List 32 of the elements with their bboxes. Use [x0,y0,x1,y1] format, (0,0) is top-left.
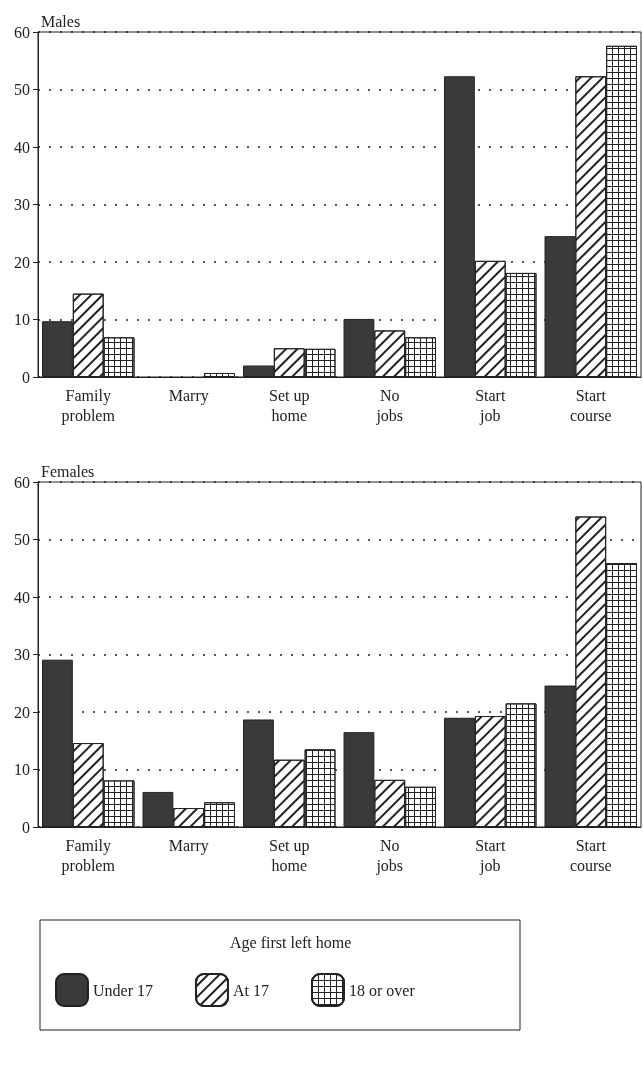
y-tick-label: 10 [14,311,30,328]
y-tick-label: 30 [14,196,30,213]
x-tick-label: Set up home [269,386,310,424]
y-tick-label: 60 [14,473,30,491]
y-tick-label: 20 [14,703,30,721]
y-tick-label: 30 [14,646,30,663]
legend-label: 18 or over [348,981,416,999]
y-tick-label: 50 [14,531,30,548]
y-tick-label: 40 [14,588,30,606]
x-tick-label: Start course [569,386,612,424]
x-tick-label: No jobs [375,386,404,425]
x-tick-label: Start job [475,836,506,875]
x-tick-label: Family problem [61,386,116,425]
legend-label: At 17 [232,981,269,999]
x-tick-label: Start job [475,386,506,425]
x-tick-label: No jobs [375,836,404,875]
y-tick-label: 20 [14,253,30,271]
x-tick-label: Family problem [61,836,116,875]
x-tick-label: Marry [168,836,209,855]
y-tick-label: 50 [14,81,30,98]
chart-title: Females [41,462,95,480]
legend-title: Age first left home [230,933,352,952]
y-tick-label: 60 [14,23,30,41]
y-tick-label: 40 [14,138,30,156]
y-tick-label: 10 [14,761,30,778]
chart-title: Males [41,12,81,30]
x-tick-label: Set up home [269,836,310,874]
legend-label: Under 17 [93,981,153,999]
y-tick-label: 0 [22,368,30,386]
x-tick-label: Marry [168,386,209,405]
x-tick-label: Start course [569,836,612,874]
y-tick-label: 0 [22,818,30,836]
